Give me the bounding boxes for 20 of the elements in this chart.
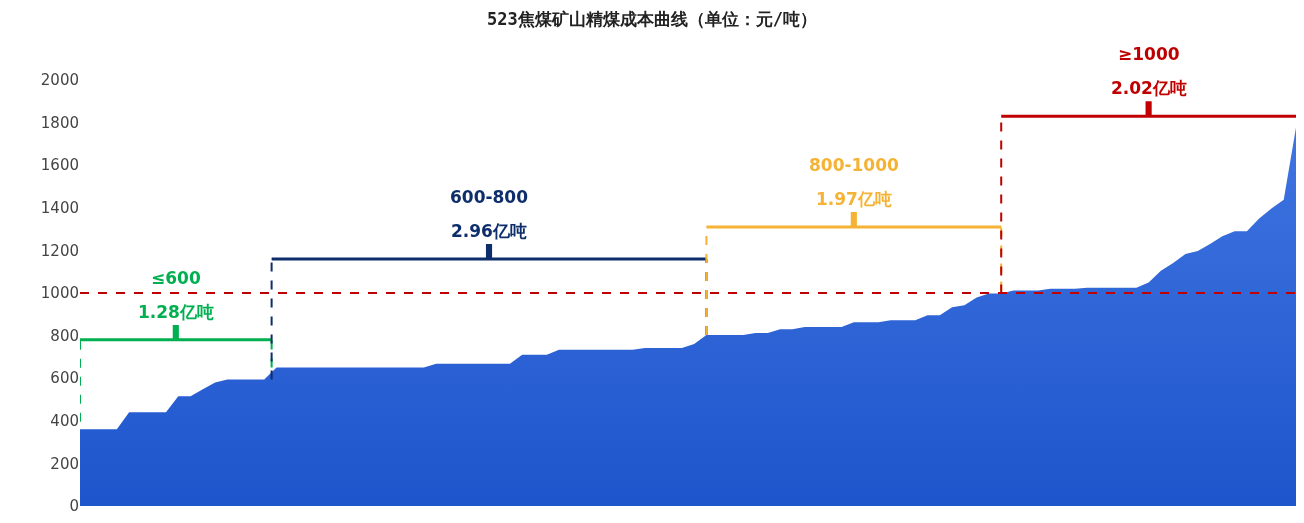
y-tick-label: 400 xyxy=(50,412,79,431)
y-tick-label: 800 xyxy=(50,326,79,345)
annotation: 2.02亿吨 xyxy=(1111,78,1187,98)
y-tick-label: 1400 xyxy=(40,199,79,218)
chart-title: 523焦煤矿山精煤成本曲线（单位：元/吨） xyxy=(487,8,817,29)
annotation: ≤600 xyxy=(151,268,201,288)
y-tick-label: 1200 xyxy=(40,241,79,260)
y-tick-label: 1600 xyxy=(40,156,79,175)
y-tick-label: 1800 xyxy=(40,113,79,132)
text: ≥1000 xyxy=(1118,44,1180,64)
annotation: 1.97亿吨 xyxy=(816,189,892,209)
y-tick-label: 600 xyxy=(50,369,79,388)
y-tick-label: 200 xyxy=(50,454,79,473)
annotation: 2.96亿吨 xyxy=(451,221,527,241)
y-tick-label: 1000 xyxy=(40,284,79,303)
y-tick-label: 2000 xyxy=(40,71,79,90)
annotation: 600-800 xyxy=(450,187,529,207)
y-tick-label: 0 xyxy=(69,497,79,516)
annotation: 1.28亿吨 xyxy=(138,302,214,322)
annotation: 800-1000 xyxy=(809,155,900,175)
